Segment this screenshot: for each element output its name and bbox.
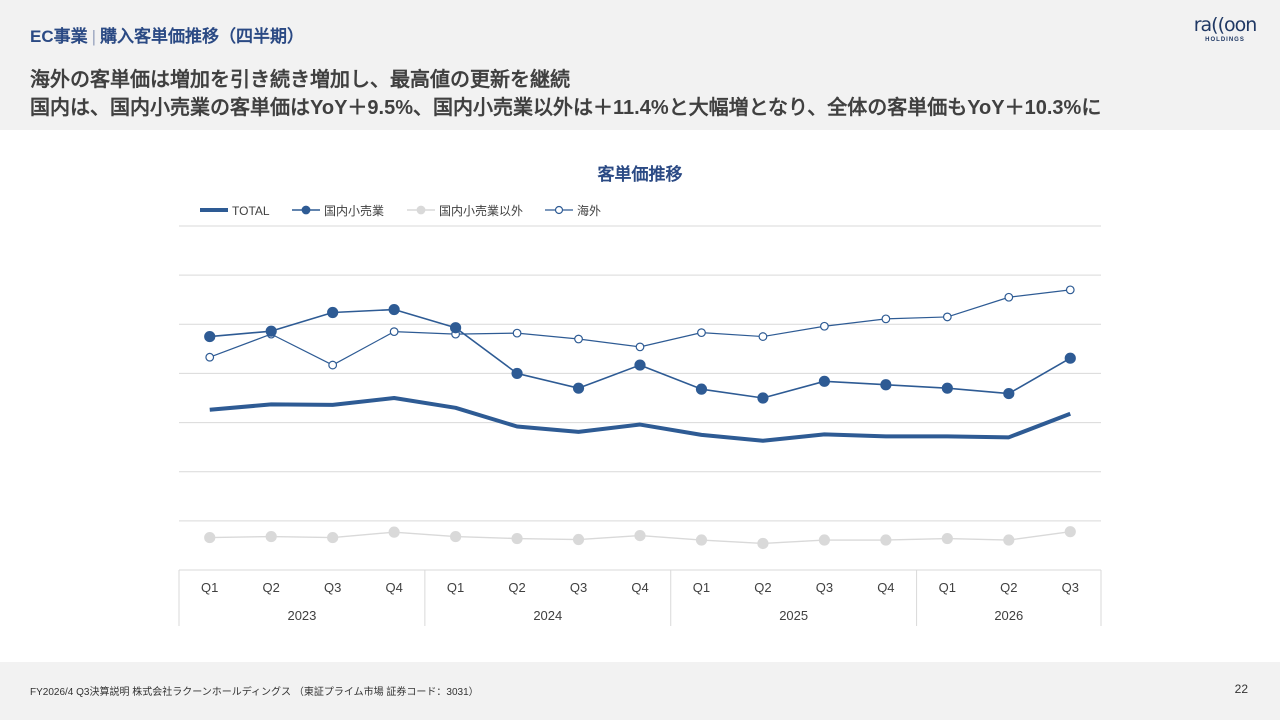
x-tick-label: Q1 <box>693 580 710 595</box>
x-tick-label: Q4 <box>631 580 648 595</box>
data-point <box>265 530 277 543</box>
data-point <box>1003 387 1015 400</box>
page-title: 購入客単価推移（四半期） <box>100 27 305 46</box>
data-point <box>265 325 277 337</box>
chart-container: 客単価推移 Q1 Q2 Q3 Q4 Q1 Q2 Q3 Q4 Q1 Q2 Q3 Q4 Q1 Q2 Q3 2023 2… <box>0 150 1280 640</box>
x-tick-label: Q2 <box>1000 580 1017 595</box>
data-point <box>450 322 462 334</box>
data-point <box>757 537 769 550</box>
x-tick-label: Q1 <box>939 580 956 595</box>
data-point <box>574 334 583 344</box>
data-point <box>634 530 646 542</box>
data-point <box>204 330 216 343</box>
x-tick-label: Q3 <box>1062 580 1079 595</box>
data-point <box>1004 292 1014 302</box>
data-point <box>572 382 585 394</box>
x-tick-label: Q2 <box>754 580 771 595</box>
x-tick-label: Q4 <box>385 580 402 595</box>
data-point <box>450 530 462 543</box>
data-point <box>820 321 829 331</box>
title-separator: | <box>91 27 97 46</box>
data-point <box>757 392 769 404</box>
footer-band <box>0 662 1280 720</box>
x-group-label: 2023 <box>287 608 316 623</box>
data-point <box>1064 526 1076 538</box>
x-tick-label: Q1 <box>201 580 218 595</box>
section-title: EC事業 | 購入客単価推移（四半期） <box>30 22 304 47</box>
x-tick-label: Q4 <box>877 580 894 595</box>
series-line <box>209 396 1071 443</box>
data-point <box>388 526 400 538</box>
legend-label: 国内小売業以外 <box>439 203 523 218</box>
chart-title: 客単価推移 <box>597 164 683 184</box>
data-point <box>697 328 706 338</box>
x-tick-label: Q1 <box>447 580 464 595</box>
x-tick-label: Q3 <box>816 580 833 595</box>
data-point <box>511 367 523 380</box>
headline-line-1: 海外の客単価は増加を引き続き増加し、最高値の更新を継続 <box>30 69 570 91</box>
legend-marker <box>416 205 426 215</box>
footer-text: FY2026/4 Q3決算説明 株式会社ラクーンホールディングス （東証プライム… <box>30 687 479 698</box>
x-tick-label: Q3 <box>570 580 587 595</box>
header-band <box>0 0 1280 130</box>
data-point <box>818 534 831 546</box>
data-point <box>388 303 400 316</box>
x-group-label: 2024 <box>533 608 562 623</box>
page-number: 22 <box>1234 682 1248 696</box>
data-point <box>634 359 646 371</box>
data-point <box>1065 285 1075 295</box>
data-point <box>327 531 339 544</box>
data-point <box>205 352 215 362</box>
data-point <box>328 360 338 370</box>
data-point <box>1064 352 1076 364</box>
logo-subtext: HOLDINGS <box>1205 37 1245 43</box>
data-point <box>818 375 831 387</box>
data-point <box>635 342 645 352</box>
data-point <box>389 327 399 337</box>
series-line <box>209 289 1071 366</box>
headline: 海外の客単価は増加を引き続き増加し、最高値の更新を継続 国内は、国内小売業の客単… <box>30 66 1260 122</box>
section-label: EC事業 <box>30 27 88 46</box>
legend-label: 海外 <box>577 203 601 218</box>
series-line <box>209 308 1071 399</box>
data-point <box>695 383 708 395</box>
data-point <box>327 306 339 319</box>
data-point <box>880 534 892 546</box>
headline-line-2: 国内は、国内小売業の客単価はYoY＋9.5%、国内小売業以外は＋11.4%と大幅… <box>30 97 1102 119</box>
data-point <box>695 534 708 546</box>
data-point <box>572 533 585 546</box>
x-tick-label: Q3 <box>324 580 341 595</box>
data-point <box>880 379 892 391</box>
unit-price-line-chart: 客単価推移 Q1 Q2 Q3 Q4 Q1 Q2 Q3 Q4 Q1 Q2 Q3 Q4 Q1 Q2 Q3 2023 2… <box>178 164 1102 626</box>
legend-marker <box>554 205 564 215</box>
data-point <box>758 332 768 341</box>
logo-mark: ra((oon <box>1193 14 1258 36</box>
data-point <box>881 314 891 324</box>
data-point <box>941 382 953 394</box>
x-group-label: 2026 <box>994 608 1023 623</box>
x-tick-label: Q2 <box>263 580 280 595</box>
data-point <box>941 532 953 545</box>
x-group-label: 2025 <box>779 608 808 623</box>
legend-marker <box>301 205 311 215</box>
legend-label: 国内小売業 <box>324 203 384 218</box>
x-tick-label: Q2 <box>508 580 525 595</box>
data-point <box>204 531 216 544</box>
data-point <box>512 328 522 338</box>
raccoon-holdings-logo: ra((oon HOLDINGS <box>1190 14 1260 48</box>
data-point <box>511 532 523 545</box>
data-point <box>1003 534 1015 546</box>
data-point <box>942 312 952 322</box>
legend-label: TOTAL <box>232 204 270 218</box>
